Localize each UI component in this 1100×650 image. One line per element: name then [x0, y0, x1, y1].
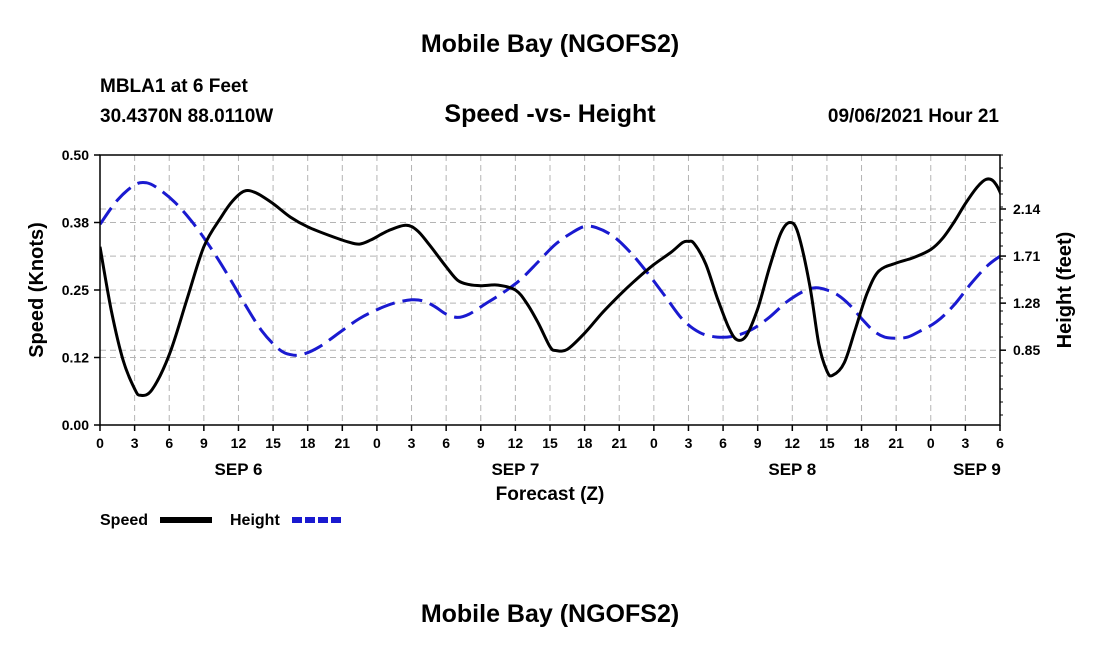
- x-tick-label: 18: [300, 435, 316, 451]
- y2-tick-label: 1.28: [1013, 295, 1040, 311]
- x-tick-label: 6: [165, 435, 173, 451]
- x-tick-label: 3: [408, 435, 416, 451]
- run-date: 09/06/2021 Hour 21: [827, 106, 999, 127]
- x-tick-label: 18: [854, 435, 870, 451]
- axis-ticks: 0 3 6 9 12 15 18 21 0 3 6 9 12 15 18 21 0 3 6 9 12 15 18 21 0 3 6 S…: [62, 147, 1041, 479]
- y2-tick-label: 0.85: [1013, 342, 1040, 358]
- x-tick-label: 3: [961, 435, 969, 451]
- y-tick-label: 0.00: [62, 417, 89, 433]
- legend-speed-label: Speed: [100, 512, 148, 529]
- date-label: SEP 9: [953, 460, 1001, 479]
- x-tick-label: 3: [131, 435, 139, 451]
- x-axis-label: Forecast (Z): [496, 484, 605, 505]
- x-tick-label: 9: [200, 435, 208, 451]
- x-tick-label: 12: [508, 435, 524, 451]
- x-tick-label: 0: [927, 435, 935, 451]
- x-tick-label: 21: [611, 435, 627, 451]
- y2-tick-label: 1.71: [1013, 248, 1040, 264]
- station-label: MBLA1 at 6 Feet: [100, 76, 248, 97]
- x-tick-label: 0: [373, 435, 381, 451]
- chart-title: Mobile Bay (NGOFS2): [420, 30, 680, 58]
- x-tick-label: 21: [335, 435, 351, 451]
- date-label: SEP 8: [768, 460, 816, 479]
- date-label: SEP 7: [491, 460, 539, 479]
- y-tick-label: 0.38: [62, 215, 89, 231]
- y2-tick-label: 2.14: [1013, 201, 1040, 217]
- legend: Speed Height: [100, 512, 342, 529]
- y2-axis-label: Height (feet): [1054, 232, 1076, 349]
- x-tick-label: 9: [477, 435, 485, 451]
- series-layer: [100, 177, 1000, 397]
- speed-series-line: [100, 177, 1000, 397]
- x-tick-label: 9: [754, 435, 762, 451]
- x-tick-label: 18: [577, 435, 593, 451]
- x-tick-label: 15: [542, 435, 558, 451]
- height-series-line: [100, 180, 1000, 357]
- x-tick-label: 3: [685, 435, 693, 451]
- x-tick-label: 6: [996, 435, 1004, 451]
- date-label: SEP 6: [215, 460, 263, 479]
- x-tick-label: 6: [442, 435, 450, 451]
- x-tick-label: 6: [719, 435, 727, 451]
- legend-height-label: Height: [230, 512, 280, 529]
- station-coordinates: 30.4370N 88.0110W: [100, 106, 274, 127]
- y-axis-label: Speed (Knots): [26, 222, 48, 358]
- y-tick-label: 0.50: [62, 147, 89, 163]
- footer-title: Mobile Bay (NGOFS2): [420, 600, 680, 628]
- x-tick-label: 0: [650, 435, 658, 451]
- x-tick-label: 12: [785, 435, 801, 451]
- grid-lines: [100, 155, 1000, 425]
- y-tick-label: 0.12: [62, 350, 89, 366]
- x-tick-label: 0: [96, 435, 104, 451]
- chart-subtitle: Speed -vs- Height: [444, 100, 656, 128]
- x-tick-label: 15: [265, 435, 281, 451]
- y-tick-label: 0.25: [62, 282, 89, 298]
- x-tick-label: 15: [819, 435, 835, 451]
- x-tick-label: 12: [231, 435, 247, 451]
- x-tick-label: 21: [888, 435, 904, 451]
